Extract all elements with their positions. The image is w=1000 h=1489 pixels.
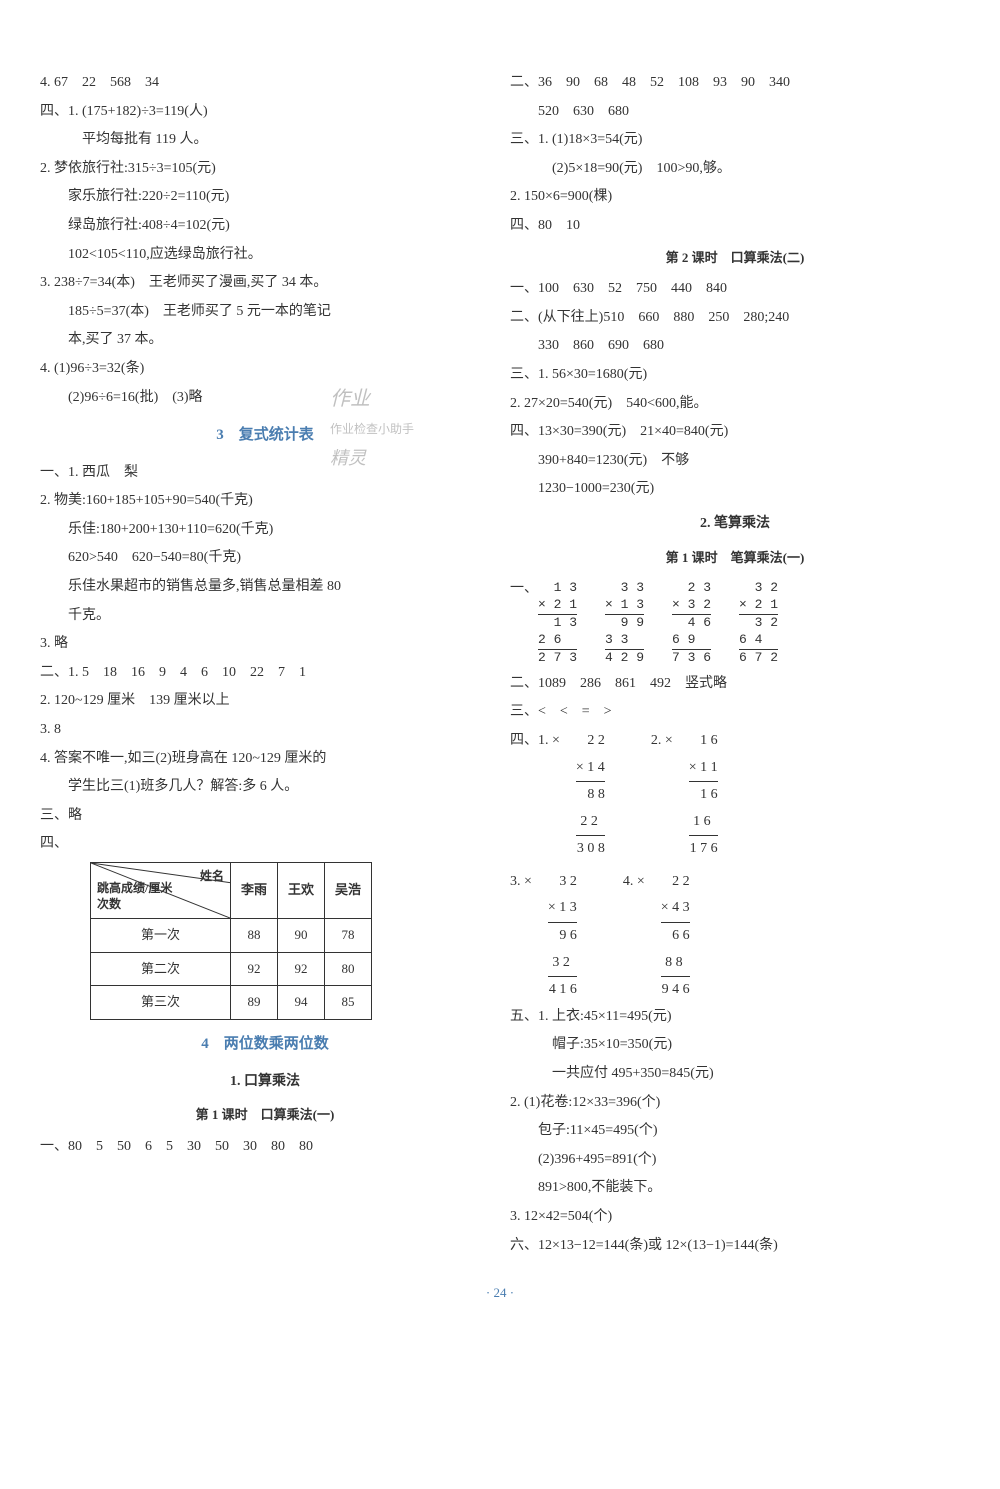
text-line: 一、1. 西瓜 梨: [40, 460, 490, 487]
table-cell: 85: [325, 986, 372, 1020]
text-line: 四、1. (175+182)÷3=119(人): [40, 99, 490, 126]
right-column: 二、36 90 68 48 52 108 93 90 340 520 630 6…: [510, 70, 960, 1261]
text-line: 五、1. 上衣:45×11=495(元): [510, 1004, 960, 1031]
text-line: 二、36 90 68 48 52 108 93 90 340: [510, 70, 960, 97]
table-col-header: 吴浩: [325, 862, 372, 918]
text-line: 三、略: [40, 803, 490, 830]
text-line: 乐佳水果超市的销售总量多,销售总量相差 80: [40, 574, 490, 601]
row-prefix: 一、: [510, 576, 538, 603]
text-line: 2. 150×6=900(棵): [510, 184, 960, 211]
diag-bot-label: 次数: [97, 893, 121, 916]
text-line: 2. 120~129 厘米 139 厘米以上: [40, 688, 490, 715]
text-line: 包子:11×45=495(个): [510, 1118, 960, 1145]
lesson-title: 第 1 课时 笔算乘法(一): [510, 546, 960, 571]
table-cell: 78: [325, 918, 372, 952]
text-line: 六、12×13−12=144(条)或 12×(13−1)=144(条): [510, 1233, 960, 1260]
table-cell: 92: [278, 952, 325, 986]
table-cell: 92: [231, 952, 278, 986]
vertical-math: 2 3× 3 2 4 66 9 7 3 6: [672, 580, 711, 666]
lesson-title: 第 1 课时 口算乘法(一): [40, 1103, 490, 1128]
text-line: 3. 8: [40, 717, 490, 744]
row-label: 第一次: [91, 918, 231, 952]
text-line: 二、1. 5 18 16 9 4 6 10 22 7 1: [40, 660, 490, 687]
text-line: 2. 物美:160+185+105+90=540(千克): [40, 488, 490, 515]
text-line: 330 860 690 680: [510, 333, 960, 360]
table-row: 第一次 88 90 78: [91, 918, 372, 952]
text-line: 520 630 680: [510, 99, 960, 126]
table-cell: 94: [278, 986, 325, 1020]
table-col-header: 李雨: [231, 862, 278, 918]
text-line: 185÷5=37(本) 王老师买了 5 元一本的笔记: [40, 299, 490, 326]
sub-title: 1. 口算乘法: [40, 1069, 490, 1096]
vertical-math-row: 1 3× 2 1 1 32 6 2 7 3 3 3× 1 3 9 93 3 4 …: [538, 580, 778, 666]
text-line: 乐佳:180+200+130+110=620(千克): [40, 517, 490, 544]
text-line: 620>540 620−540=80(千克): [40, 545, 490, 572]
text-line: 390+840=1230(元) 不够: [510, 448, 960, 475]
sub-title: 2. 笔算乘法: [510, 511, 960, 538]
table-cell: 88: [231, 918, 278, 952]
text-line: 一、80 5 50 6 5 30 50 30 80 80: [40, 1134, 490, 1161]
text-line: (2)5×18=90(元) 100>90,够。: [510, 156, 960, 183]
text-line: 本,买了 37 本。: [40, 327, 490, 354]
diag-top-label: 姓名: [200, 865, 224, 888]
table-row: 第三次 89 94 85: [91, 986, 372, 1020]
text-line: 3. 12×42=504(个): [510, 1204, 960, 1231]
row-prefix: 2. ×: [651, 728, 673, 755]
text-line: 四、: [40, 831, 490, 858]
vertical-math: 3 3× 1 3 9 93 3 4 2 9: [605, 580, 644, 666]
text-line: 学生比三(1)班多几人？解答:多 6 人。: [40, 774, 490, 801]
text-line: 3. 略: [40, 631, 490, 658]
text-line: 千克。: [40, 603, 490, 630]
text-line: 4. (1)96÷3=32(条): [40, 356, 490, 383]
text-line: 2. (1)花卷:12×33=396(个): [510, 1090, 960, 1117]
text-line: 一、100 630 52 750 440 840: [510, 276, 960, 303]
text-line: 帽子:35×10=350(元): [510, 1032, 960, 1059]
row-prefix: 3. ×: [510, 869, 532, 896]
text-line: 2. 27×20=540(元) 540<600,能。: [510, 391, 960, 418]
table-col-header: 王欢: [278, 862, 325, 918]
text-line: (2)96÷6=16(批) (3)略: [40, 385, 490, 412]
text-line: 一共应付 495+350=845(元): [510, 1061, 960, 1088]
vertical-math: 3 2× 1 3 9 63 2 4 1 6: [548, 869, 577, 1004]
vertical-math: 3 2× 2 1 3 26 4 6 7 2: [739, 580, 778, 666]
text-line: 三、< < = >: [510, 699, 960, 726]
section-title: 3 复式统计表: [40, 421, 490, 450]
row-prefix: 四、1. ×: [510, 728, 560, 755]
text-line: 三、1. (1)18×3=54(元): [510, 127, 960, 154]
page-number: · 24 ·: [40, 1281, 960, 1306]
table-cell: 90: [278, 918, 325, 952]
text-line: 4. 答案不唯一,如三(2)班身高在 120~129 厘米的: [40, 746, 490, 773]
table-cell: 80: [325, 952, 372, 986]
text-line: 家乐旅行社:220÷2=110(元): [40, 184, 490, 211]
table-diag-header: 姓名 跳高成绩/厘米 次数: [91, 862, 231, 918]
text-line: 平均每批有 119 人。: [40, 127, 490, 154]
text-line: 绿岛旅行社:408÷4=102(元): [40, 213, 490, 240]
text-line: 102<105<110,应选绿岛旅行社。: [40, 242, 490, 269]
row-label: 第三次: [91, 986, 231, 1020]
row-label: 第二次: [91, 952, 231, 986]
lesson-title: 第 2 课时 口算乘法(二): [510, 246, 960, 271]
vertical-math: 1 3× 2 1 1 32 6 2 7 3: [538, 580, 577, 666]
vertical-math: 2 2× 1 4 8 82 2 3 0 8: [576, 728, 605, 863]
row-prefix: 4. ×: [623, 869, 645, 896]
left-column: 4. 67 22 568 34 四、1. (175+182)÷3=119(人) …: [40, 70, 490, 1261]
text-line: 三、1. 56×30=1680(元): [510, 362, 960, 389]
text-line: 四、13×30=390(元) 21×40=840(元): [510, 419, 960, 446]
text-line: 4. 67 22 568 34: [40, 70, 490, 97]
text-line: 二、1089 286 861 492 竖式略: [510, 671, 960, 698]
table-row: 第二次 92 92 80: [91, 952, 372, 986]
text-line: 四、80 10: [510, 213, 960, 240]
text-line: 2. 梦依旅行社:315÷3=105(元): [40, 156, 490, 183]
text-line: (2)396+495=891(个): [510, 1147, 960, 1174]
section-title: 4 两位数乘两位数: [40, 1030, 490, 1059]
vertical-math: 1 6× 1 1 1 61 6 1 7 6: [689, 728, 718, 863]
text-line: 1230−1000=230(元): [510, 476, 960, 503]
table-cell: 89: [231, 986, 278, 1020]
vertical-math: 2 2× 4 3 6 68 8 9 4 6: [661, 869, 690, 1004]
text-line: 二、(从下往上)510 660 880 250 280;240: [510, 305, 960, 332]
text-line: 3. 238÷7=34(本) 王老师买了漫画,买了 34 本。: [40, 270, 490, 297]
text-line: 891>800,不能装下。: [510, 1175, 960, 1202]
score-table: 姓名 跳高成绩/厘米 次数 李雨 王欢 吴浩 第一次 88 90 78 第二次 …: [90, 862, 372, 1020]
